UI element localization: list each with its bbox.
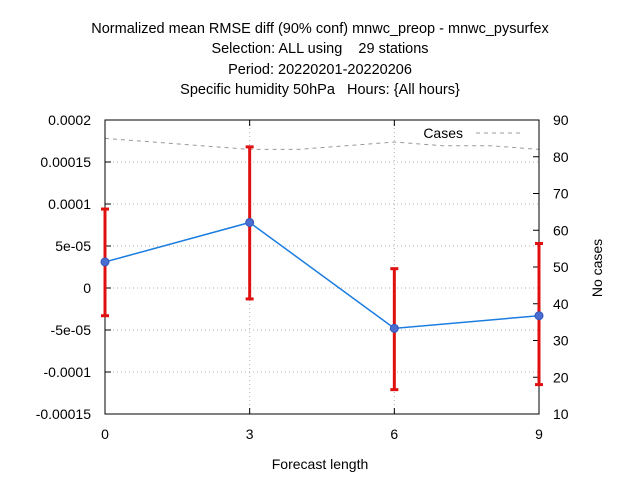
grid-layer: [105, 120, 539, 414]
x-axis-label: Forecast length: [272, 456, 369, 472]
x-tick-label: 9: [535, 426, 543, 442]
x-tick-label: 6: [390, 426, 398, 442]
y2-tick-label: 60: [553, 222, 569, 238]
y2-tick-label: 40: [553, 296, 569, 312]
plot-frame: [104, 119, 540, 415]
y-tick-label: 0.0001: [48, 196, 91, 212]
y2-axis-label: No cases: [589, 239, 605, 297]
y2-tick-label: 70: [553, 186, 569, 202]
chart-title-line-1: Normalized mean RMSE diff (90% conf) mnw…: [91, 21, 549, 37]
frame-layer: [104, 119, 540, 415]
data-point: [534, 311, 544, 321]
chart-title-line-2: Selection: ALL using 29 stations: [211, 41, 429, 57]
chart-title-line-3: Period: 20220201-20220206: [228, 62, 412, 78]
legend-label-cases: Cases: [423, 125, 463, 141]
data-point: [389, 323, 399, 333]
series-layer: [100, 217, 544, 333]
y-tick-label: -5e-05: [51, 322, 92, 338]
data-point: [100, 257, 110, 267]
x-tick-label: 0: [101, 426, 109, 442]
cases-line: [104, 137, 540, 150]
cases-layer: [104, 137, 540, 150]
y-tick-label: 0.0002: [48, 112, 91, 128]
y-tick-label: -0.0001: [44, 364, 92, 380]
data-point: [245, 217, 255, 227]
y2-tick-label: 90: [553, 112, 569, 128]
y-tick-label: 0.00015: [40, 154, 91, 170]
y2-tick-label: 30: [553, 333, 569, 349]
legend: Cases: [423, 125, 520, 141]
series-line: [104, 221, 540, 330]
y2-tick-label: 10: [553, 406, 569, 422]
y2-tick-label: 80: [553, 149, 569, 165]
y-tick-label: 5e-05: [55, 238, 91, 254]
ticks-layer: 0.0002 0.00015 0.0001 5e-05 0 -5e-05 -0.0001 -0…: [36, 112, 569, 442]
x-tick-label: 3: [246, 426, 254, 442]
error-bars-layer: [101, 145, 543, 392]
y2-tick-label: 20: [553, 369, 569, 385]
y-tick-label: 0: [83, 280, 91, 296]
chart-title-line-4: Specific humidity 50hPa Hours: {All hour…: [180, 82, 460, 98]
y-tick-label: -0.00015: [36, 406, 91, 422]
y2-tick-label: 50: [553, 259, 569, 275]
